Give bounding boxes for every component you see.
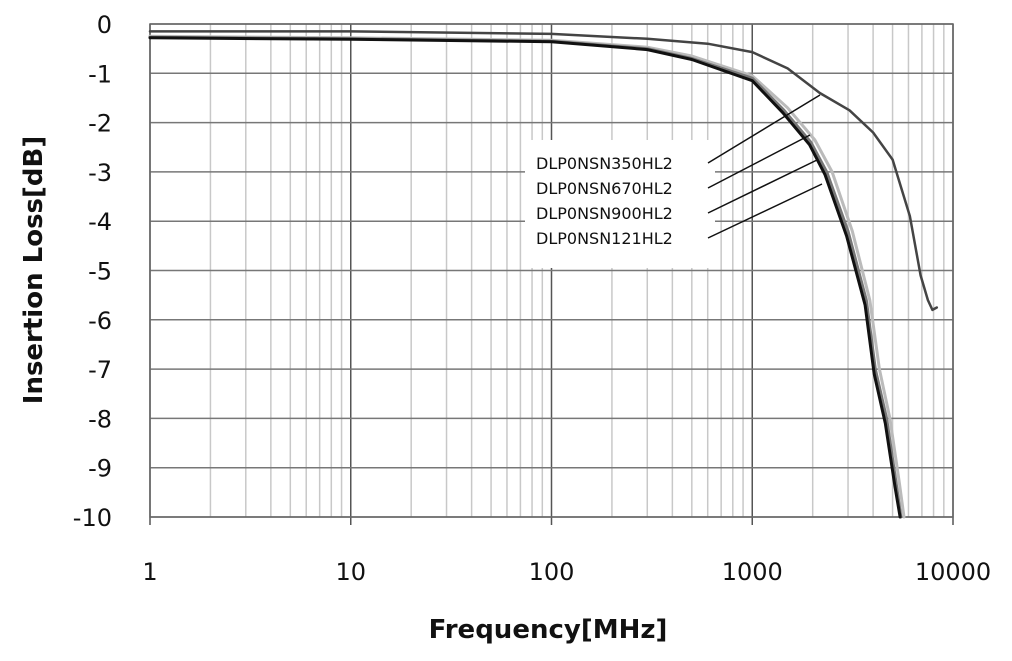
y-tick-label: -10 xyxy=(73,504,112,532)
series-line-dlp0nsn121hl2 xyxy=(148,34,906,519)
x-tick-label: 100 xyxy=(529,558,575,586)
legend-label: DLP0NSN121HL2 xyxy=(536,229,673,248)
y-tick-label: -2 xyxy=(88,110,112,138)
legend-label: DLP0NSN670HL2 xyxy=(536,179,673,198)
legend-label: DLP0NSN900HL2 xyxy=(536,204,673,223)
leader-line xyxy=(707,159,818,214)
legend-box xyxy=(525,140,715,268)
plot-frame xyxy=(149,23,954,518)
y-tick-label: -6 xyxy=(88,307,112,335)
leader-line xyxy=(707,183,823,239)
series-line-dlp0nsn350hl2 xyxy=(148,30,939,312)
x-axis-label: Frequency[MHz] xyxy=(429,615,668,645)
leader-line xyxy=(707,94,821,164)
y-tick-label: -1 xyxy=(88,60,112,88)
y-tick-label: -7 xyxy=(88,356,112,384)
x-tick-label: 1 xyxy=(142,558,157,586)
y-axis-label: Insertion Loss[dB] xyxy=(19,136,49,404)
x-tick-label: 1000 xyxy=(722,558,783,586)
leader-line xyxy=(707,134,811,189)
x-tick-label: 10000 xyxy=(915,558,991,586)
y-tick-label: -9 xyxy=(88,455,112,483)
series-line-dlp0nsn900hl2 xyxy=(148,36,902,519)
y-tick-label: -4 xyxy=(88,208,112,236)
y-tick-label: -3 xyxy=(88,159,112,187)
x-tick-label: 10 xyxy=(335,558,366,586)
y-tick-label: -5 xyxy=(88,258,112,286)
legend-label: DLP0NSN350HL2 xyxy=(536,154,673,173)
y-tick-label: 0 xyxy=(97,11,112,39)
y-tick-label: -8 xyxy=(88,405,112,433)
